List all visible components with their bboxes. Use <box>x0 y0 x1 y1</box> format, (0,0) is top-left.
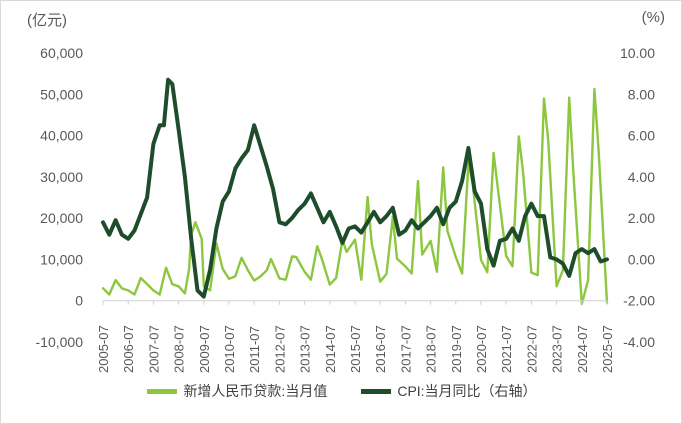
right-axis-tick-label: -4.00 <box>623 334 655 350</box>
x-axis-tick-label: 2014-07 <box>323 325 338 373</box>
right-axis-tick-label: 6.00 <box>628 128 655 144</box>
left-axis-tick-label: 50,000 <box>40 86 83 102</box>
series-layer <box>101 77 609 306</box>
right-axis-tick-label: 8.00 <box>628 86 655 102</box>
x-axis-tick-label: 2018-07 <box>424 325 439 373</box>
right-axis-tick-label: 2.00 <box>628 210 655 226</box>
legend-item-loans[interactable]: 新增人民币贷款:当月值 <box>147 381 327 401</box>
x-axis-tick-label: 2017-07 <box>398 325 413 373</box>
x-axis-tick-label: 2011-07 <box>247 326 262 373</box>
series-line-cpi <box>101 77 609 299</box>
x-axis-tick-label: 2022-07 <box>524 325 539 373</box>
legend: 新增人民币贷款:当月值 CPI:当月同比（右轴） <box>1 379 681 403</box>
left-axis-tick-label: 10,000 <box>40 251 83 267</box>
x-axis-tick-label: 2008-07 <box>172 325 187 373</box>
x-axis-tick-label: 2019-07 <box>449 325 464 373</box>
legend-swatch-loans <box>147 388 178 394</box>
x-axis-tick-label: 2005-07 <box>96 325 111 373</box>
legend-swatch-cpi <box>361 388 392 394</box>
right-axis-tick-label: 10.00 <box>620 45 655 61</box>
x-axis-tick-label: 2013-07 <box>298 325 313 373</box>
line-chart: -10,000 0 10,000 20,000 30,000 40,000 50,000 60… <box>36 45 656 373</box>
left-axis-tick-label: 0 <box>75 293 83 309</box>
x-axis-tick-label: 2021-07 <box>499 325 514 373</box>
x-axis-tick-label: 2010-07 <box>222 325 237 373</box>
axis-layer: -10,000 0 10,000 20,000 30,000 40,000 50,000 60… <box>36 45 656 373</box>
left-axis-tick-label: -10,000 <box>36 334 84 350</box>
x-axis-tick-label: 2016-07 <box>373 325 388 373</box>
x-axis-tick-label: 2025-07 <box>600 325 615 373</box>
right-axis-tick-label: 4.00 <box>628 169 655 185</box>
x-axis-tick-label: 2023-07 <box>550 325 565 373</box>
series-line-new-loans <box>101 87 609 306</box>
left-axis-unit: (亿元) <box>27 12 67 29</box>
left-axis-tick-label: 30,000 <box>40 169 83 185</box>
legend-label-cpi: CPI:当月同比（右轴） <box>397 383 537 399</box>
x-axis-tick-label: 2006-07 <box>121 325 136 373</box>
left-axis-tick-label: 20,000 <box>40 210 83 226</box>
x-axis-tick-label: 2020-07 <box>474 325 489 373</box>
right-axis-unit: (%) <box>641 9 665 26</box>
x-axis-tick-label: 2009-07 <box>197 325 212 373</box>
legend-item-cpi[interactable]: CPI:当月同比（右轴） <box>361 381 537 401</box>
right-axis-tick-label: 0.00 <box>628 251 655 267</box>
legend-label-loans: 新增人民币贷款:当月值 <box>183 383 328 399</box>
x-axis-tick-label: 2024-07 <box>575 325 590 373</box>
x-axis-tick-label: 2012-07 <box>272 325 287 373</box>
left-axis-tick-label: 60,000 <box>40 45 83 61</box>
left-axis-tick-label: 40,000 <box>40 128 83 144</box>
x-axis-tick-label: 2015-07 <box>348 325 363 373</box>
right-axis-tick-label: -2.00 <box>623 293 655 309</box>
x-axis-tick-label: 2007-07 <box>146 325 161 373</box>
